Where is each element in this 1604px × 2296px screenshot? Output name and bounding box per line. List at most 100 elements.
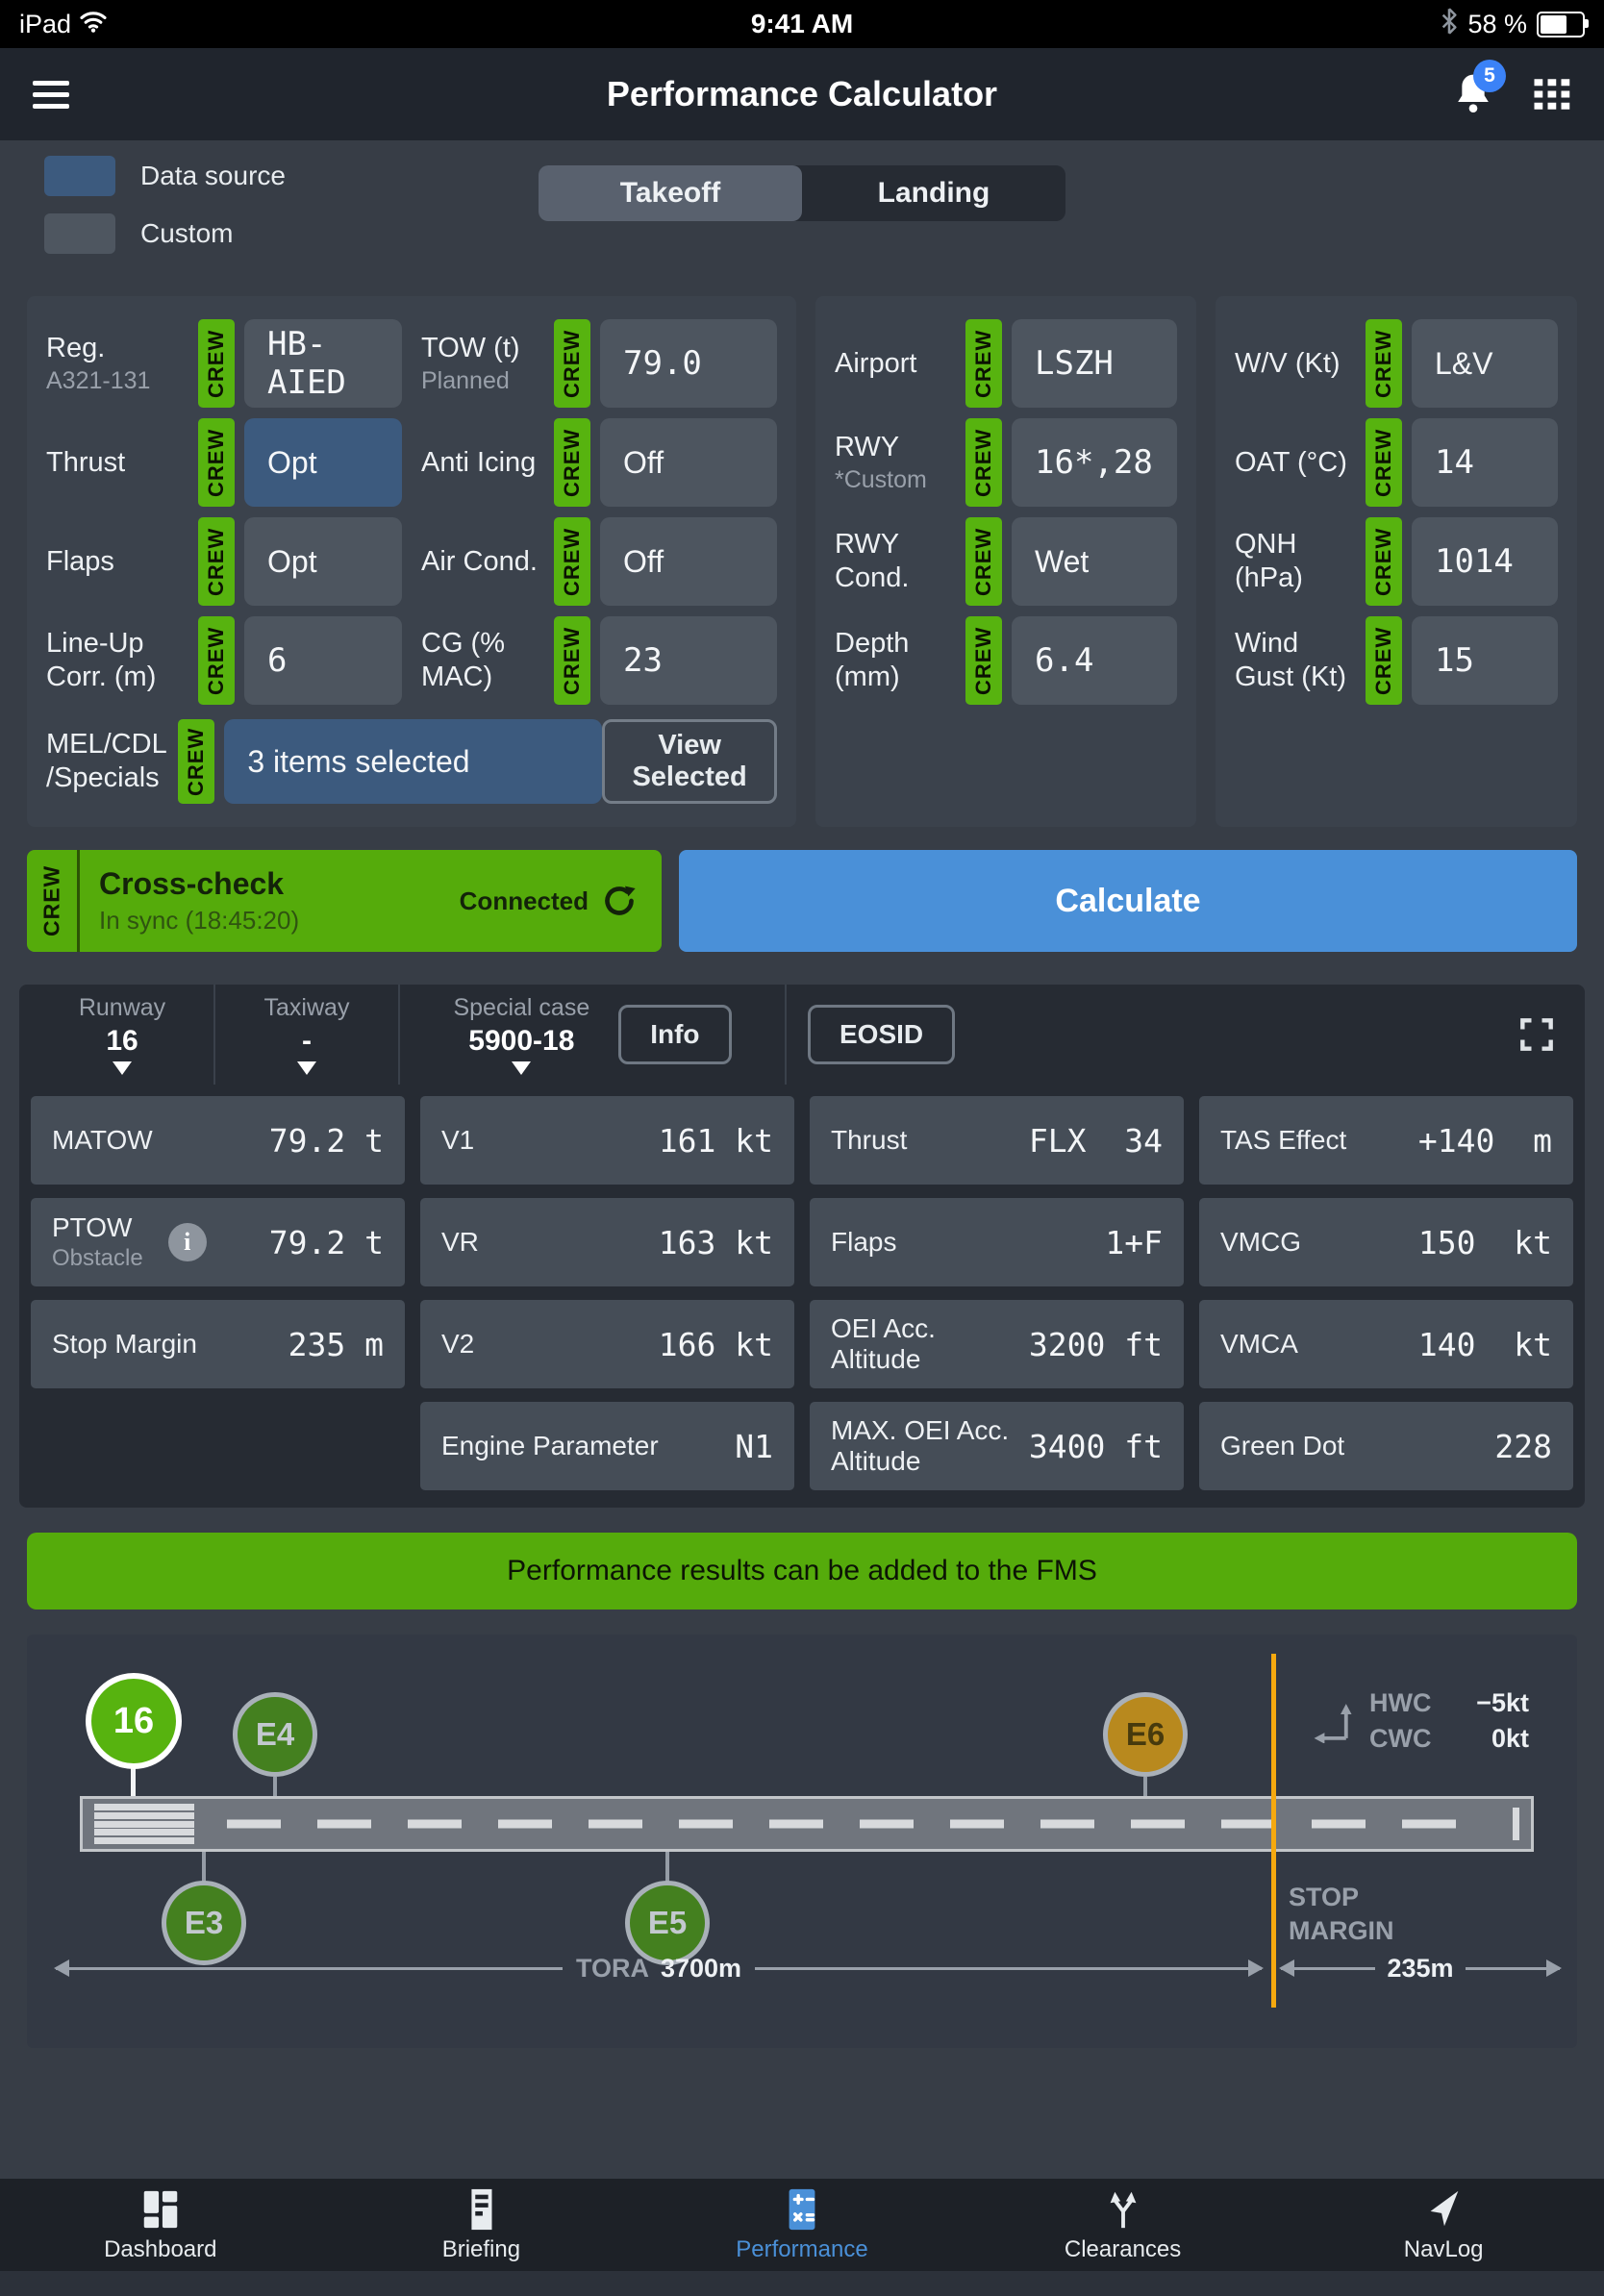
info-button[interactable]: Info [618,1005,732,1064]
battery-icon [1537,11,1589,37]
wifi-icon [79,10,108,39]
dashboard-icon [143,2190,178,2228]
apps-grid-icon [1534,79,1570,110]
wv-field[interactable]: L&V [1412,319,1558,408]
results-grid: MATOW 79.2 t PTOW Obstacle i 79.2 t Stop… [19,1085,1585,1504]
home-bar [0,2271,1604,2296]
crew-tag: CREW [554,616,590,705]
tab-takeoff[interactable]: Takeoff [539,165,802,221]
calculate-button[interactable]: Calculate [679,850,1577,952]
chevron-down-icon [512,1061,532,1075]
crew-tag: CREW [965,319,1002,408]
mel-row: MEL/CDL /Specials CREW 3 items selected … [46,719,777,804]
reg-field[interactable]: HB-AIED [244,319,402,408]
field-label: Reg. [46,332,106,363]
qnh-field[interactable]: 1014 [1412,517,1558,606]
result-cell-v2: V2 166 kt [420,1300,794,1388]
bottom-nav: Dashboard Briefing Performance Clea [0,2179,1604,2271]
rwy-cond-row: RWY Cond. CREW Wet [835,517,1177,606]
marker-e5: E5 [625,1881,710,1965]
apps-grid-button[interactable] [1531,74,1571,114]
flaps-field[interactable]: Opt [244,517,402,606]
mel-field[interactable]: 3 items selected [224,719,603,804]
result-cell-vmca: VMCA 140 kt [1199,1300,1573,1388]
custom-swatch [44,213,115,254]
app-header: Performance Calculator 5 [0,48,1604,140]
crew-tag: CREW [1366,517,1402,606]
marker-e6: E6 [1103,1692,1188,1777]
cg-field[interactable]: 23 [600,616,777,705]
cross-check-panel[interactable]: CREW Cross-check In sync (18:45:20) Conn… [27,850,662,952]
tora-measure: TORA 3700m [54,1954,1264,1984]
tab-landing[interactable]: Landing [877,177,990,209]
air-cond-field[interactable]: Off [600,517,777,606]
tora-value: 3700m [660,1954,742,1983]
taxiway-dropdown[interactable]: Taxiway - [215,985,400,1085]
menu-button[interactable] [33,80,69,109]
crew-tag: CREW [198,517,235,606]
crew-tag: CREW [965,418,1002,507]
lineup-field[interactable]: 6 [244,616,402,705]
crew-tag: CREW [965,616,1002,705]
depth-row: Depth (mm) CREW 6.4 [835,616,1177,705]
mode-toggle: Takeoff Landing [539,165,1065,221]
special-case-dropdown[interactable]: Special case 5900-18 [453,994,589,1075]
tow-row: TOW (t) Planned CREW 79.0 [421,319,777,408]
anti-icing-field[interactable]: Off [600,418,777,507]
fullscreen-button[interactable] [1516,1013,1558,1056]
info-icon[interactable]: i [167,1223,207,1261]
fullscreen-icon [1520,1018,1553,1051]
wind-arrows-icon [1314,1704,1352,1743]
result-cell-oei-acc: OEI Acc. Altitude 3200 ft [810,1300,1184,1388]
results-header: Runway 16 Taxiway - Special case 5900-18… [19,985,1585,1085]
crew-tag: CREW [1366,418,1402,507]
crew-tag: CREW [178,719,215,804]
notifications-button[interactable]: 5 [1454,59,1506,118]
wind-gust-field[interactable]: 15 [1412,616,1558,705]
airport-field[interactable]: LSZH [1012,319,1177,408]
rwy-field[interactable]: 16*,28 [1012,418,1177,507]
action-row: CREW Cross-check In sync (18:45:20) Conn… [0,850,1604,952]
runway-diagram: 16 E4 E6 E3 E5 HWC −5kt CWC 0kt [27,1635,1577,2048]
crew-tag: CREW [554,418,590,507]
cg-row: CG (% MAC) CREW 23 [421,616,777,705]
nav-clearances[interactable]: Clearances [963,2187,1284,2263]
crew-tag: CREW [1366,319,1402,408]
bell-icon [1454,74,1492,117]
empty-cell [31,1402,405,1490]
air-cond-row: Air Cond. CREW Off [421,517,777,606]
bluetooth-icon [1441,7,1458,41]
rwy-cond-field[interactable]: Wet [1012,517,1177,606]
cwc-label: CWC [1369,1724,1432,1753]
result-cell-ptow: PTOW Obstacle i 79.2 t [31,1198,405,1286]
marker-stem [1143,1777,1147,1800]
result-cell-v1: V1 161 kt [420,1096,794,1185]
crew-tag: CREW [198,319,235,408]
view-selected-button[interactable]: View Selected [602,719,777,804]
oat-field[interactable]: 14 [1412,418,1558,507]
refresh-icon[interactable] [600,882,639,920]
nav-dashboard[interactable]: Dashboard [0,2187,321,2263]
rwy-row: RWY *Custom CREW 16*,28 [835,418,1177,507]
clearances-icon [1110,2191,1136,2228]
runway-dropdown[interactable]: Runway 16 [31,985,215,1085]
result-cell-matow: MATOW 79.2 t [31,1096,405,1185]
thrust-field[interactable]: Opt [244,418,402,507]
crew-tag: CREW [965,517,1002,606]
marker-stem [273,1777,277,1800]
source-legend: Data source Custom [44,156,286,254]
anti-icing-row: Anti Icing CREW Off [421,418,777,507]
result-cell-tas-effect: TAS Effect +140 m [1199,1096,1573,1185]
tow-field[interactable]: 79.0 [600,319,777,408]
weather-panel: W/V (Kt) CREW L&V OAT (°C) CREW 14 QNH (… [1216,296,1577,827]
wind-legend: HWC −5kt CWC 0kt [1312,1688,1529,1754]
nav-performance[interactable]: Performance [641,2187,963,2263]
runway-strip [80,1796,1534,1852]
result-cell-flaps: Flaps 1+F [810,1198,1184,1286]
eosid-button[interactable]: EOSID [808,1005,956,1064]
nav-briefing[interactable]: Briefing [321,2187,642,2263]
oat-row: OAT (°C) CREW 14 [1235,418,1558,507]
nav-navlog[interactable]: NavLog [1283,2187,1604,2263]
depth-field[interactable]: 6.4 [1012,616,1177,705]
